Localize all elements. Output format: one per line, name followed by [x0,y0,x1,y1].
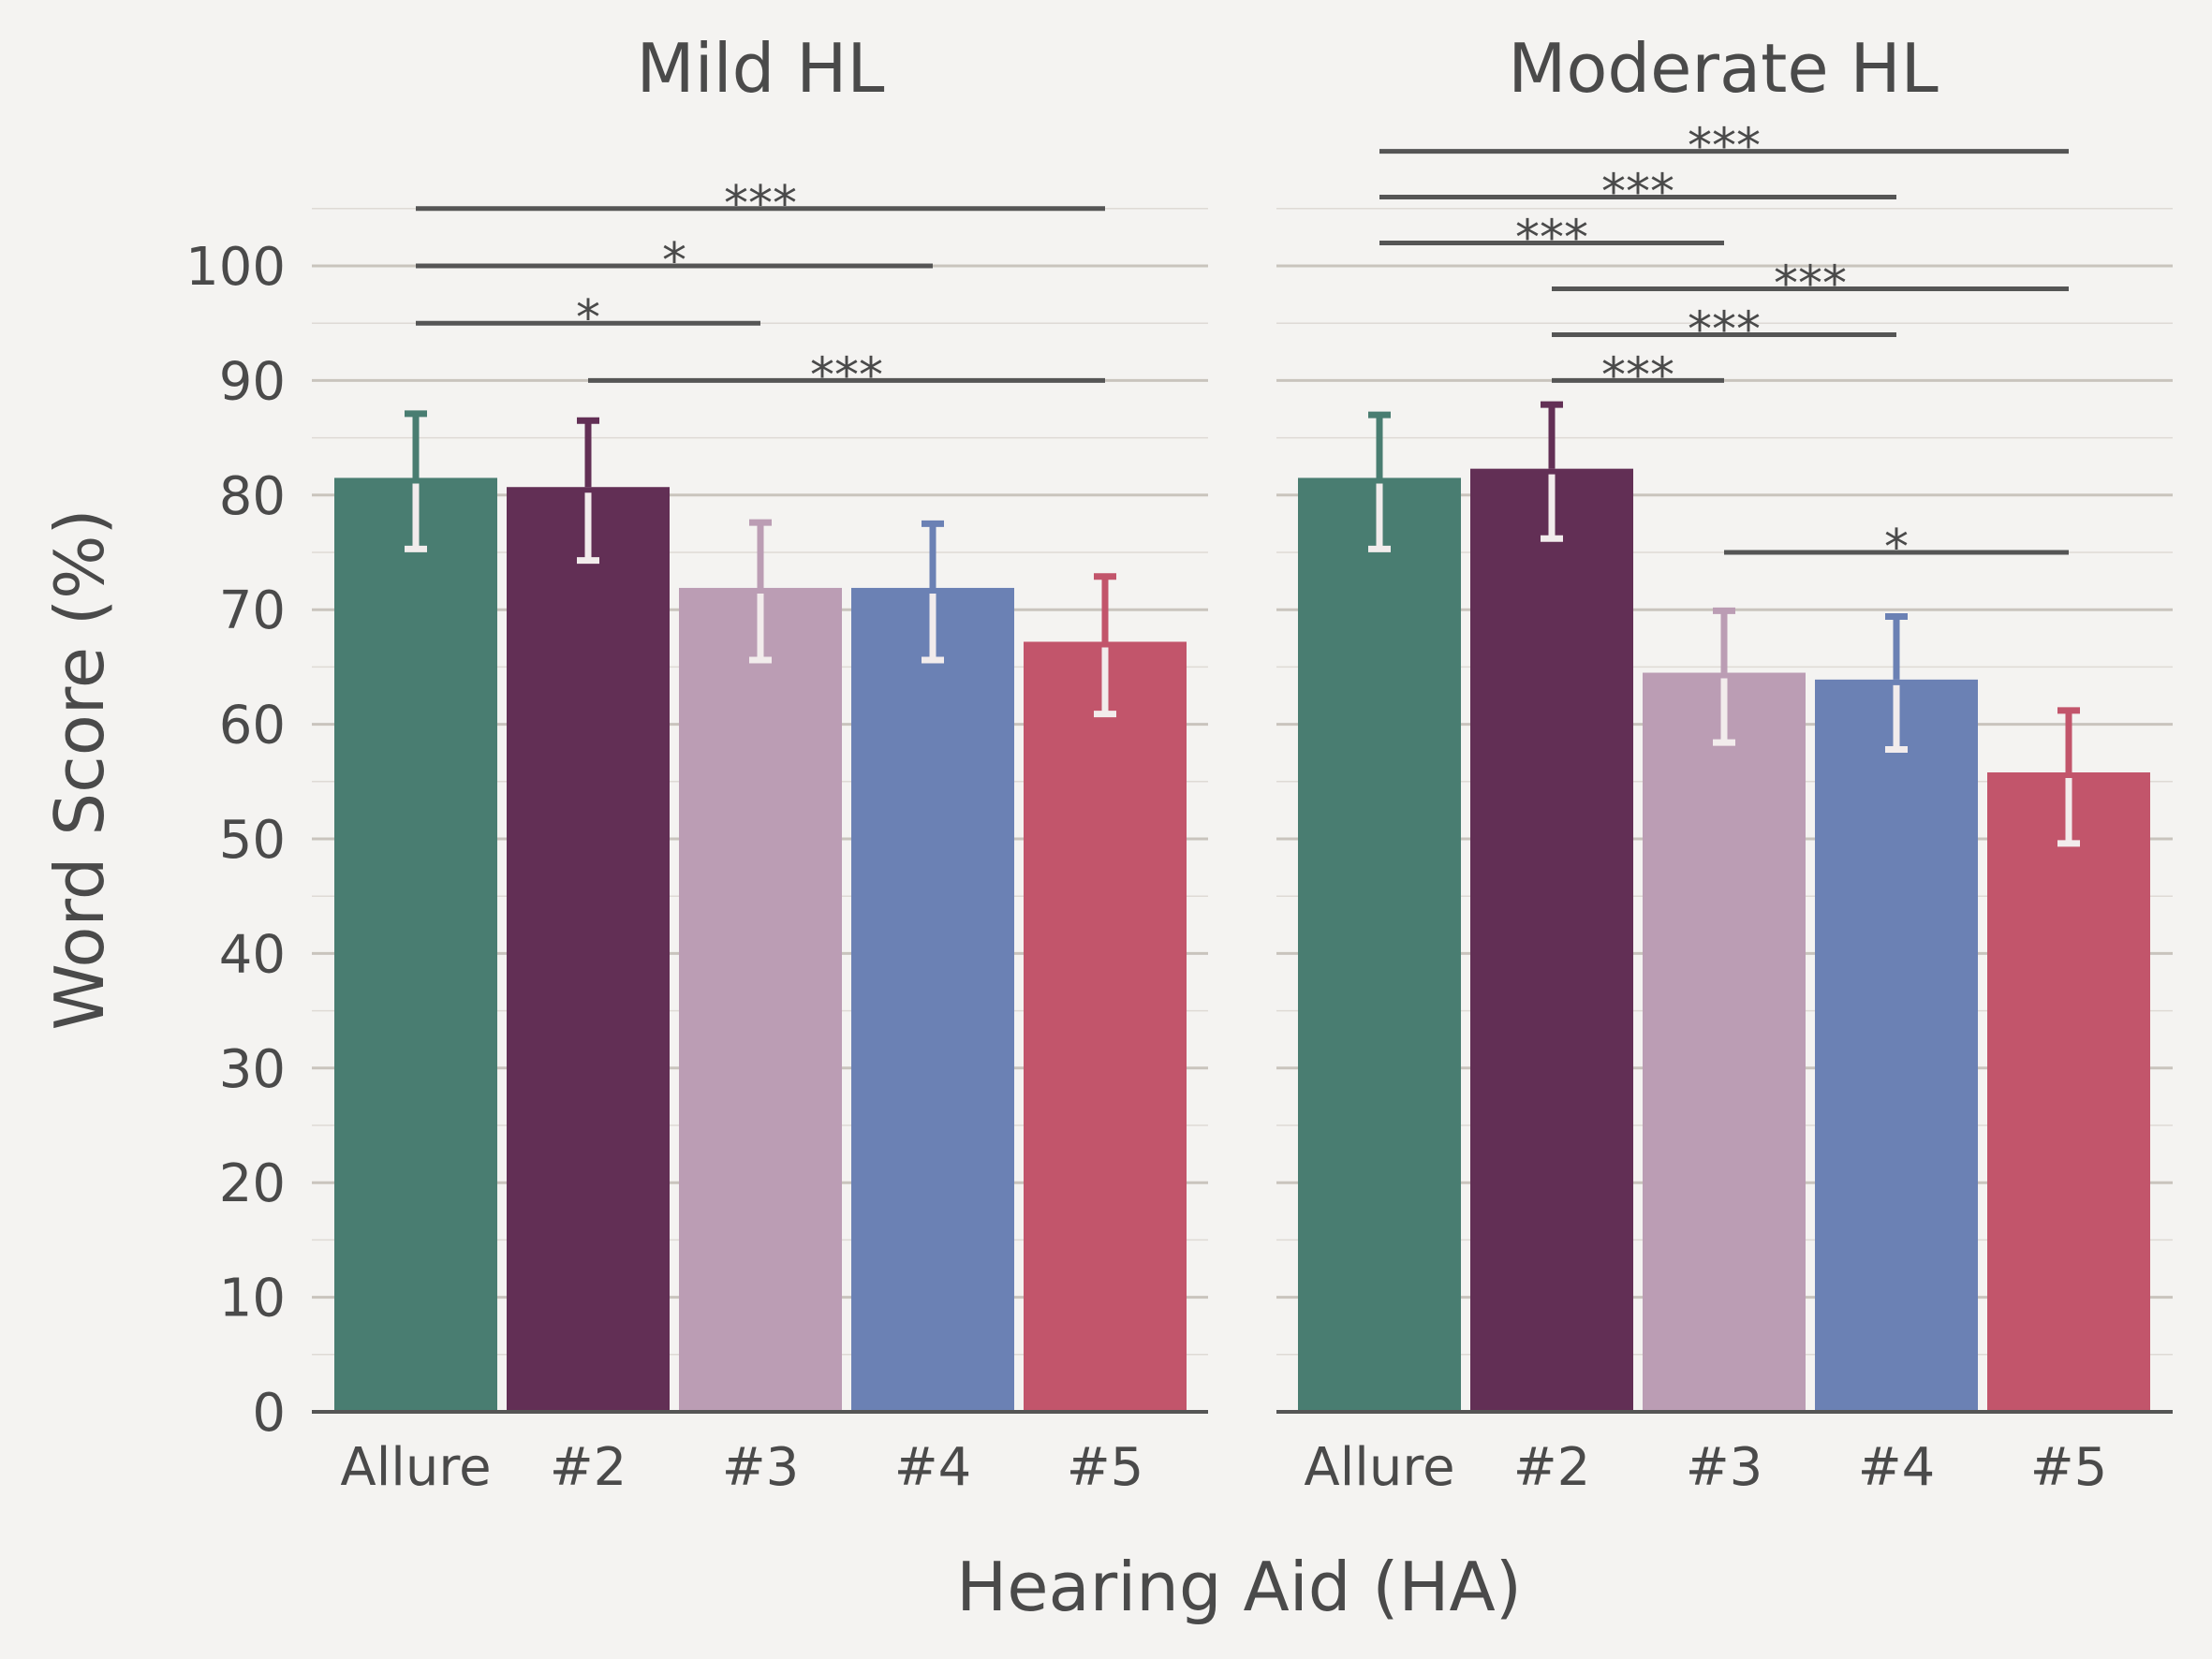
y-tick-label: 20 [219,1153,286,1214]
significance-label: *** [1774,256,1847,312]
y-tick-label: 60 [219,696,286,756]
x-tick-label: Allure [340,1437,491,1498]
x-tick-label: #3 [722,1437,800,1498]
significance-label: *** [810,347,883,404]
bar-2 [507,487,670,1412]
panel-title: Mild HL [637,29,885,108]
significance-label: *** [1601,347,1674,404]
x-tick-label: #5 [2030,1437,2108,1498]
y-tick-label: 0 [252,1383,286,1444]
bar-4 [851,587,1014,1412]
x-tick-label: #2 [550,1437,627,1498]
bar-5 [1987,772,2150,1412]
y-tick-label: 40 [219,924,286,985]
significance-label: *** [1601,165,1674,221]
y-axis: 0 10 20 30 40 50 60 70 80 90 100 [185,237,286,1444]
bar-3 [1643,672,1806,1412]
bar-3 [679,587,842,1412]
x-tick-label: #4 [1858,1437,1936,1498]
bar-1 [334,477,497,1412]
y-tick-label: 100 [185,237,286,298]
significance-label: *** [1515,211,1588,267]
significance-label: *** [724,176,797,232]
bar-1 [1298,477,1461,1412]
y-tick-label: 80 [219,466,286,527]
x-tick-label: #2 [1513,1437,1591,1498]
y-tick-label: 70 [219,580,286,641]
y-tick-label: 90 [219,351,286,412]
x-axis-label: Hearing Aid (HA) [956,1548,1522,1626]
y-tick-label: 30 [219,1039,286,1100]
bar-5 [1024,641,1187,1412]
significance-label: * [576,290,600,346]
significance-label: * [1884,520,1909,576]
y-axis-label: Word Score (%) [40,508,119,1030]
x-tick-label: Allure [1304,1437,1454,1498]
y-tick-label: 50 [219,810,286,871]
x-tick-label: #3 [1686,1437,1763,1498]
significance-label: * [662,233,686,289]
x-tick-label: #4 [894,1437,972,1498]
bar-4 [1815,679,1978,1412]
significance-label: *** [1688,301,1761,358]
panel-title: Moderate HL [1508,29,1939,108]
bar-2 [1470,468,1633,1412]
significance-label: *** [1688,119,1761,175]
y-tick-label: 10 [219,1269,286,1329]
x-tick-label: #5 [1067,1437,1144,1498]
